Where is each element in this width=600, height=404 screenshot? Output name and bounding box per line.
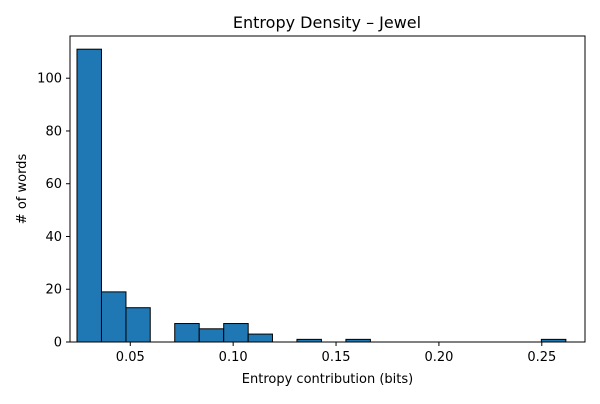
x-axis-ticks: 0.05 0.10 0.15 0.20 0.25	[116, 342, 556, 365]
y-tick-label-0: 0	[54, 336, 62, 351]
histogram-bar-0	[76, 48, 102, 343]
x-tick-label-4: 0.25	[527, 350, 556, 365]
histogram-bar-5	[198, 328, 225, 343]
y-tick-label-3: 60	[45, 177, 62, 192]
plot-frame	[69, 35, 586, 343]
y-axis-ticks: 0 20 40 60 80 100	[37, 72, 70, 351]
histogram-bars	[76, 48, 567, 343]
y-tick-label-2: 40	[45, 230, 62, 245]
histogram-bar-2	[125, 307, 151, 343]
x-tick-label-0: 0.05	[116, 350, 145, 365]
y-tick-label-5: 100	[37, 72, 62, 87]
histogram-bar-4	[174, 323, 200, 343]
histogram-bar-1	[100, 291, 127, 343]
y-axis-label: # of words	[15, 154, 30, 225]
histogram-bar-7	[247, 333, 273, 343]
x-tick-label-2: 0.15	[322, 350, 351, 365]
y-tick-label-1: 20	[45, 283, 62, 298]
x-tick-label-1: 0.10	[219, 350, 248, 365]
chart-title: Entropy Density – Jewel	[233, 13, 421, 32]
histogram-bar-6	[223, 323, 249, 343]
x-axis-label: Entropy contribution (bits)	[242, 372, 413, 387]
x-tick-label-3: 0.20	[424, 350, 453, 365]
y-tick-label-4: 80	[45, 124, 62, 139]
